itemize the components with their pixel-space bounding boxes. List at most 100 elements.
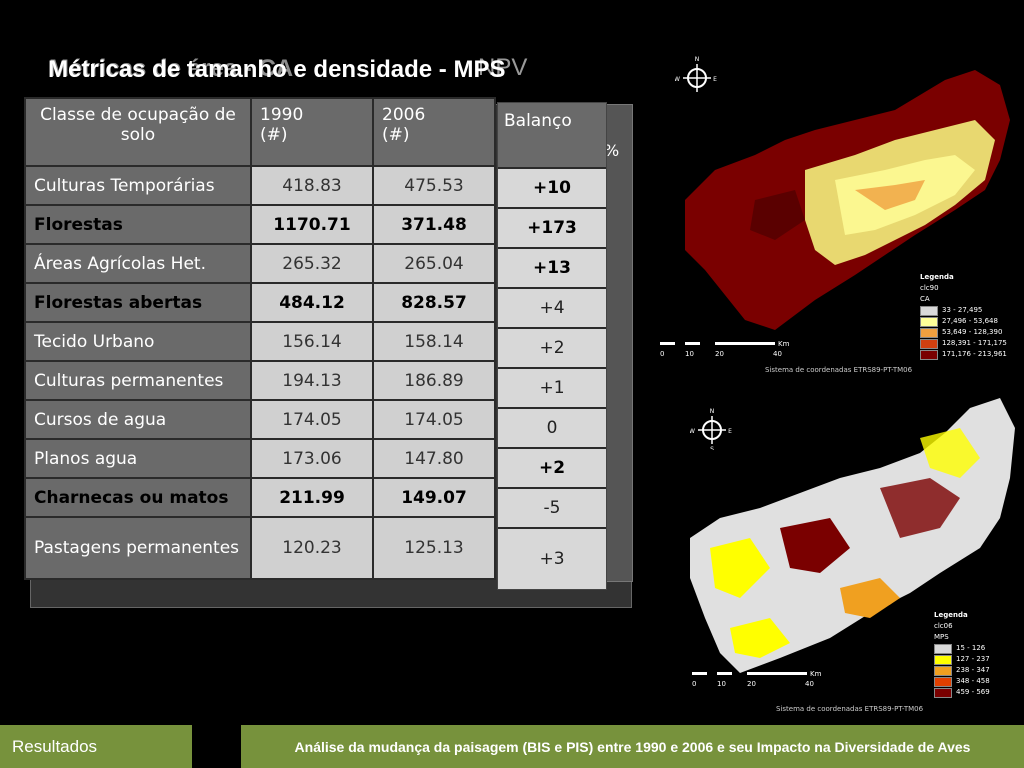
header-2006: 2006 (#) xyxy=(372,97,496,167)
scale-bar-bottom: 0 10 20 40 Km xyxy=(692,670,822,690)
slide-title-npv: NPV xyxy=(478,54,528,81)
compass-label: W xyxy=(675,76,680,83)
value-2006-cell: 158.14 xyxy=(372,321,496,362)
legend-label: 15 - 126 xyxy=(956,644,986,652)
table-row: Cursos de agua 174.05 174.05 xyxy=(24,399,496,440)
legend-item: 171,176 - 213,961 xyxy=(920,349,1007,360)
balance-cell: +3 xyxy=(498,527,606,589)
table-row: Charnecas ou matos 211.99 149.07 xyxy=(24,477,496,518)
legend-item: 33 - 27,495 xyxy=(920,305,1007,316)
land-class-cell: Culturas permanentes xyxy=(24,360,252,401)
legend-swatch xyxy=(934,654,952,665)
legend-swatch xyxy=(920,338,938,349)
value-2006-cell: 475.53 xyxy=(372,165,496,206)
legend-swatch xyxy=(934,687,952,698)
scale-label: 40 xyxy=(805,680,814,688)
value-2006-cell: 149.07 xyxy=(372,477,496,518)
land-class-cell: Pastagens permanentes xyxy=(24,516,252,580)
map-1990-region xyxy=(685,70,1010,330)
legend-item: 27,496 - 53,648 xyxy=(920,316,1007,327)
value-1990-cell: 265.32 xyxy=(250,243,374,284)
balance-cell: -5 xyxy=(498,487,606,527)
legend-swatch xyxy=(920,327,938,338)
table-row: Culturas permanentes 194.13 186.89 xyxy=(24,360,496,401)
legend-swatch xyxy=(920,349,938,360)
legend-label: 238 - 347 xyxy=(956,666,990,674)
compass-label: N xyxy=(710,408,715,415)
table-row: Florestas 1170.71 371.48 xyxy=(24,204,496,245)
legend-item: 459 - 569 xyxy=(934,687,990,698)
land-class-cell: Culturas Temporárias xyxy=(24,165,252,206)
value-1990-cell: 211.99 xyxy=(250,477,374,518)
value-1990-cell: 484.12 xyxy=(250,282,374,323)
land-class-cell: Florestas abertas xyxy=(24,282,252,323)
table-row: Pastagens permanentes 120.23 125.13 xyxy=(24,516,496,580)
compass-label: W xyxy=(690,428,695,435)
scale-label: 40 xyxy=(773,350,782,358)
land-class-cell: Planos agua xyxy=(24,438,252,479)
footer-section-label: Resultados xyxy=(0,725,192,768)
legend-item: 238 - 347 xyxy=(934,665,990,676)
value-1990-cell: 418.83 xyxy=(250,165,374,206)
scale-label: 0 xyxy=(660,350,665,358)
legend-swatch xyxy=(934,665,952,676)
legend-label: 33 - 27,495 xyxy=(942,306,983,314)
value-2006-cell: 828.57 xyxy=(372,282,496,323)
slide-title-mps: Métricas de tamanho e densidade - MPS xyxy=(48,56,506,83)
legend-label: 128,391 - 171,175 xyxy=(942,339,1007,347)
slide-title-ca: Métricas de área - CA xyxy=(49,55,294,82)
legend-item: 15 - 126 xyxy=(934,643,990,654)
value-2006-cell: 174.05 xyxy=(372,399,496,440)
compass-label: E xyxy=(713,76,717,83)
legend-label: 27,496 - 53,648 xyxy=(942,317,998,325)
value-2006-cell: 125.13 xyxy=(372,516,496,580)
balance-column: Balanço +10 +173 +13 +4 +2 +1 0 +2 -5 +3 xyxy=(497,102,607,590)
legend-bottom-title: Legenda xyxy=(934,611,968,619)
legend-top-title: Legenda xyxy=(920,273,954,281)
land-class-cell: Áreas Agrícolas Het. xyxy=(24,243,252,284)
legend-item: 127 - 237 xyxy=(934,654,990,665)
table-row: Florestas abertas 484.12 828.57 xyxy=(24,282,496,323)
compass-label: S xyxy=(710,446,714,450)
value-2006-cell: 265.04 xyxy=(372,243,496,284)
scale-label: 0 xyxy=(692,680,697,688)
table-row: Tecido Urbano 156.14 158.14 xyxy=(24,321,496,362)
legend-top: Legenda clc90 CA 33 - 27,495 27,496 - 53,… xyxy=(920,272,1007,360)
land-class-cell: Florestas xyxy=(24,204,252,245)
legend-label: 127 - 237 xyxy=(956,655,990,663)
scale-bar-top-graphic xyxy=(660,342,775,345)
crs-bottom: Sistema de coordenadas ETRS89-PT-TM06 xyxy=(776,705,924,713)
scale-label: 10 xyxy=(717,680,726,688)
balance-cell: 0 xyxy=(498,407,606,447)
legend-label: 459 - 569 xyxy=(956,688,990,696)
land-class-cell: Charnecas ou matos xyxy=(24,477,252,518)
value-1990-cell: 1170.71 xyxy=(250,204,374,245)
header-balance: Balanço xyxy=(498,103,606,167)
table-row: Culturas Temporárias 418.83 475.53 xyxy=(24,165,496,206)
table-row: Áreas Agrícolas Het. 265.32 265.04 xyxy=(24,243,496,284)
balance-cell: +173 xyxy=(498,207,606,247)
balance-cell: +2 xyxy=(498,327,606,367)
legend-swatch xyxy=(920,305,938,316)
legend-item: 348 - 458 xyxy=(934,676,990,687)
value-2006-cell: 371.48 xyxy=(372,204,496,245)
land-class-cell: Cursos de agua xyxy=(24,399,252,440)
legend-bottom-layer: clc06 xyxy=(934,622,953,630)
balance-cell: +2 xyxy=(498,447,606,487)
crs-top: Sistema de coordenadas ETRS89-PT-TM06 xyxy=(765,366,913,374)
value-1990-cell: 174.05 xyxy=(250,399,374,440)
scale-label: 10 xyxy=(685,350,694,358)
value-1990-cell: 173.06 xyxy=(250,438,374,479)
scale-label: 20 xyxy=(747,680,756,688)
header-1990: 1990 (#) xyxy=(250,97,374,167)
map-bottom-panel: N S E W Legenda clc06 MPS 15 - 126 127 - 237… xyxy=(680,398,1020,718)
legend-item: 128,391 - 171,175 xyxy=(920,338,1007,349)
scale-bar-top: 0 10 20 40 Km xyxy=(660,340,790,360)
metrics-table: Classe de ocupação de solo 1990 (#) 2006… xyxy=(24,97,496,580)
compass-label: N xyxy=(695,56,700,63)
legend-bottom: Legenda clc06 MPS 15 - 126 127 - 237 238 -… xyxy=(934,610,990,698)
legend-label: 53,649 - 128,390 xyxy=(942,328,1003,336)
